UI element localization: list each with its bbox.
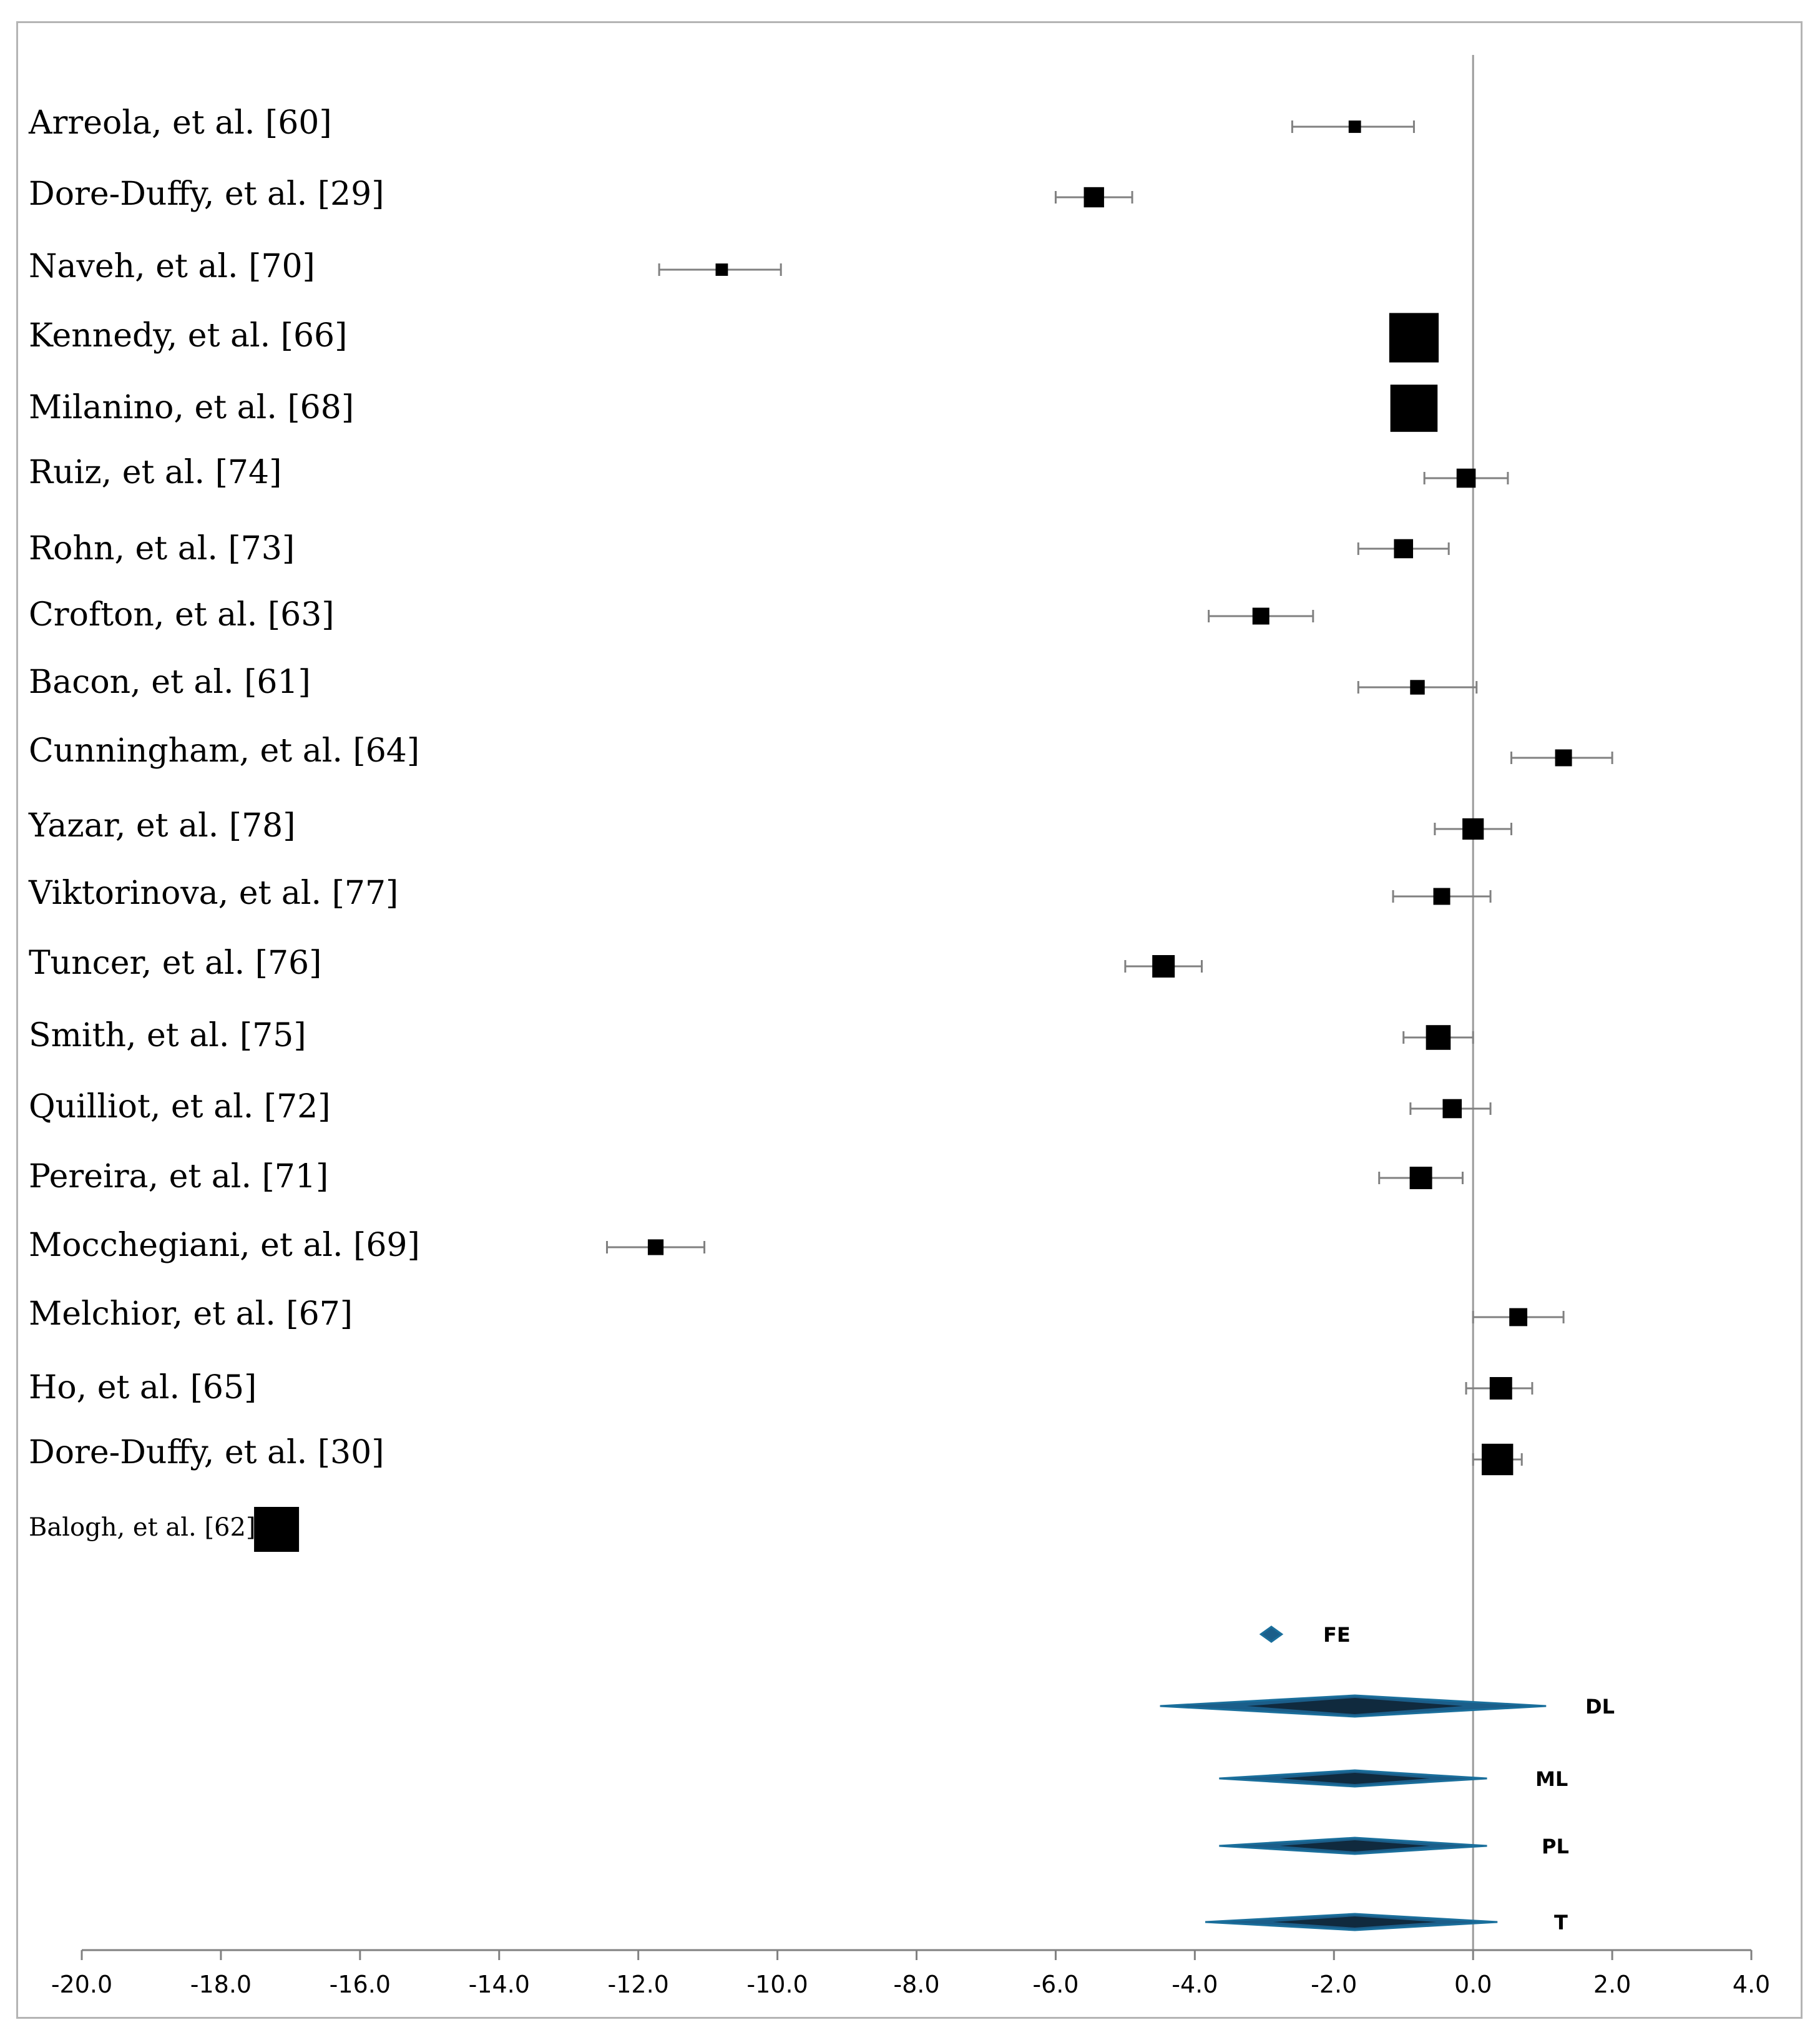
study-label: Viktorinova, et al. [77]: [28, 875, 398, 912]
pooled-label: FE: [1323, 1623, 1351, 1647]
study-marker: [1394, 539, 1414, 559]
study-label: Quilliot, et al. [72]: [29, 1088, 331, 1125]
study-label: Crofton, et al. [63]: [29, 596, 335, 634]
study-label: Dore-Duffy, et al. [29]: [29, 175, 384, 213]
study-label: Arreola, et al. [60]: [28, 104, 332, 142]
pooled-estimates-group: FE DL ML PL T: [1160, 1623, 1615, 1935]
study-marker: [254, 1507, 300, 1552]
x-tick-label: -12.0: [608, 1971, 669, 1998]
study-label: Tuncer, et al. [76]: [29, 944, 321, 982]
study-marker: [1252, 607, 1270, 625]
x-tick-label: -4.0: [1172, 1971, 1218, 1998]
study-marker: [1390, 385, 1438, 432]
x-tick-label: 4.0: [1733, 1971, 1770, 1998]
x-tick-label: 0.0: [1454, 1971, 1492, 1998]
study-marker: [1456, 468, 1476, 488]
pooled-diamond-center: [1246, 1698, 1463, 1714]
x-tick-label: -14.0: [469, 1971, 530, 1998]
pooled-diamond-center: [1279, 1773, 1430, 1784]
study-marker: [1442, 1099, 1462, 1119]
study-label: Ho, et al. [65]: [29, 1369, 257, 1406]
pooled-diamond: [1259, 1626, 1284, 1643]
study-marker: [1409, 1167, 1432, 1189]
x-tick-label: -16.0: [330, 1971, 391, 1998]
study-marker: [1481, 1443, 1514, 1476]
x-tick-label: -20.0: [51, 1971, 112, 1998]
pooled-label: DL: [1585, 1695, 1615, 1719]
study-label: Melchior, et al. [67]: [29, 1295, 353, 1333]
study-label: Milanino, et al. [68]: [29, 389, 354, 426]
study-label: Bacon, et al. [61]: [29, 664, 311, 701]
study-marker: [1084, 187, 1104, 208]
study-label: Smith, et al. [75]: [29, 1017, 306, 1054]
study-label: Naveh, et al. [70]: [29, 248, 315, 285]
study-marker: [1555, 749, 1572, 767]
study-marker: [1433, 888, 1451, 905]
x-tick-label: -18.0: [190, 1971, 252, 1998]
study-marker: [1389, 313, 1439, 363]
pooled-label: PL: [1542, 1835, 1569, 1858]
pooled-label: ML: [1535, 1767, 1568, 1791]
x-axis: -20.0 -18.0 -16.0 -14.0 -12.0 -10.0 -8.0 -6.0 -4…: [51, 1949, 1770, 1998]
pooled-label: T: [1554, 1911, 1568, 1935]
study-marker: [715, 263, 728, 276]
x-tick-label: 2.0: [1593, 1971, 1631, 1998]
study-marker: [1426, 1025, 1451, 1050]
pooled-diamond-center: [1279, 1840, 1430, 1851]
x-tick-label: -6.0: [1032, 1971, 1079, 1998]
study-marker: [1489, 1377, 1512, 1400]
study-marker: [1509, 1308, 1528, 1326]
study-label: Mocchegiani, et al. [69]: [29, 1227, 420, 1264]
x-tick-label: -10.0: [746, 1971, 808, 1998]
x-tick-label: -2.0: [1311, 1971, 1357, 1998]
study-label: Dore-Duffy, et al. [30]: [29, 1434, 384, 1471]
study-label: Pereira, et al. [71]: [29, 1158, 328, 1195]
study-label: Yazar, et al. [78]: [28, 807, 296, 845]
chart-frame: [16, 21, 1803, 2019]
study-marker: [1348, 120, 1361, 133]
study-marker: [1410, 680, 1425, 695]
study-marker: [1462, 818, 1484, 840]
study-label: Rohn, et al. [73]: [29, 530, 295, 567]
study-label: Cunningham, et al. [64]: [29, 732, 419, 770]
study-marker: [1152, 955, 1175, 978]
studies-group: Arreola, et al. [60] Dore-Duffy, et al. […: [28, 104, 1613, 1552]
x-tick-label: -8.0: [893, 1971, 939, 1998]
study-label: Ruiz, et al. [74]: [29, 454, 281, 491]
pooled-diamond-center: [1273, 1916, 1437, 1928]
study-label: Balogh, et al. [62]: [29, 1513, 256, 1542]
study-label: Kennedy, et al. [66]: [29, 317, 347, 355]
study-marker: [647, 1239, 664, 1255]
